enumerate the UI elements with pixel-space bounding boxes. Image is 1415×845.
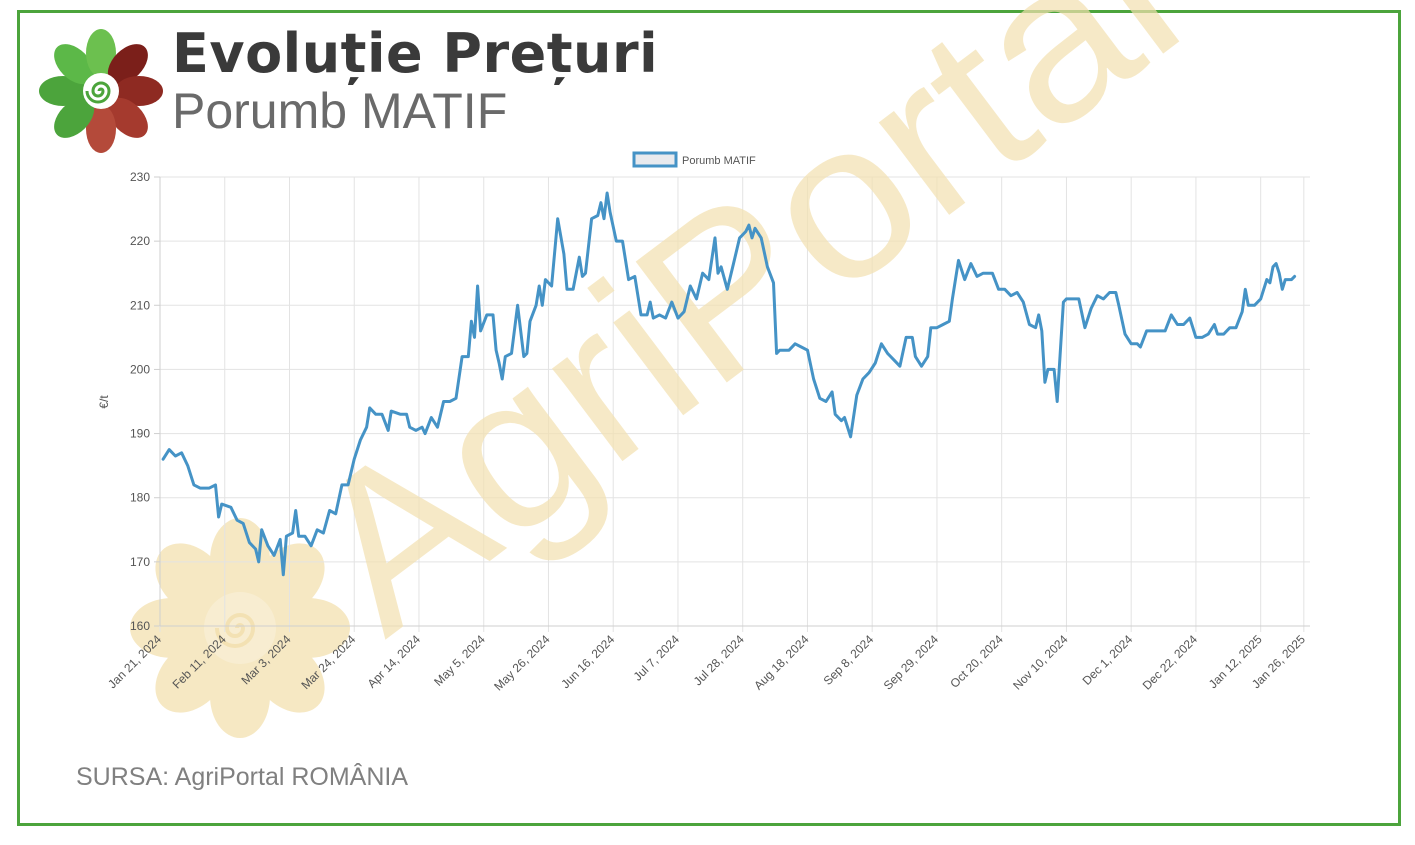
- series-line-porumb-matif[interactable]: [161, 191, 1297, 577]
- y-tick-label: 170: [130, 555, 150, 569]
- y-tick-label: 230: [130, 170, 150, 184]
- y-axis-ticks: 160 170 180 190 200 210 220 230: [130, 170, 150, 633]
- x-tick-label: Oct 20, 2024: [947, 632, 1006, 691]
- chart-grid: [154, 176, 1310, 632]
- y-tick-label: 180: [130, 491, 150, 505]
- y-tick-label: 220: [130, 234, 150, 248]
- x-tick-label: Jun 16, 2024: [558, 632, 617, 691]
- legend-swatch[interactable]: [632, 151, 678, 168]
- x-tick-label: Dec 22, 2024: [1140, 632, 1201, 693]
- x-tick-label: Sep 8, 2024: [821, 632, 877, 688]
- x-tick-label: Jul 7, 2024: [631, 632, 683, 684]
- y-axis-label: €/t: [97, 395, 111, 409]
- x-tick-label: Aug 18, 2024: [751, 632, 812, 693]
- x-tick-label: Jul 28, 2024: [691, 632, 747, 688]
- legend-label: Porumb MATIF: [682, 155, 756, 167]
- x-tick-label: Dec 1, 2024: [1080, 632, 1136, 688]
- page-subtitle: Porumb MATIF: [172, 83, 508, 139]
- x-tick-label: May 26, 2024: [491, 632, 553, 694]
- x-tick-label: Nov 10, 2024: [1010, 632, 1071, 693]
- x-tick-label: Sep 29, 2024: [881, 632, 942, 693]
- y-tick-label: 210: [130, 298, 150, 312]
- page-title: Evoluție Prețuri: [172, 22, 659, 85]
- y-tick-label: 200: [130, 362, 150, 376]
- y-tick-label: 160: [130, 619, 150, 633]
- source-label: SURSA: AgriPortal ROMÂNIA: [76, 763, 409, 791]
- agriportal-logo-icon: [39, 29, 163, 153]
- chart-legend: Porumb MATIF: [632, 151, 756, 168]
- y-tick-label: 190: [130, 427, 150, 441]
